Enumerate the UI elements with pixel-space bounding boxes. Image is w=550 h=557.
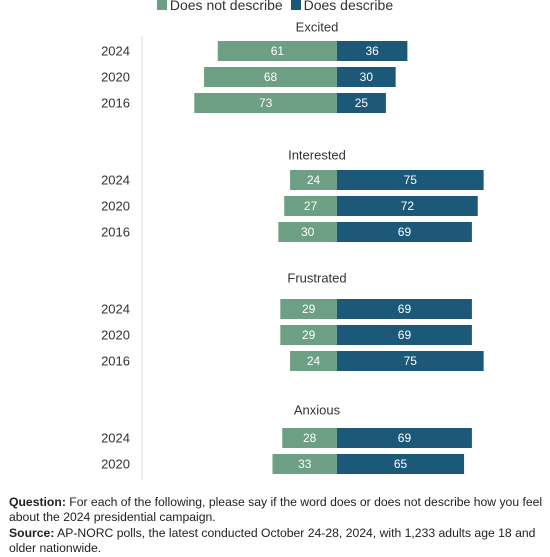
bar-does-describe-interested-2016 [337, 222, 472, 242]
value-label-not-describe-excited-2024: 61 [271, 44, 285, 58]
year-label-excited-2020: 2020 [101, 70, 130, 85]
bar-not-describe-anxious-2024 [282, 428, 337, 448]
value-label-does-describe-frustrated-2024: 69 [398, 302, 412, 316]
legend-swatch-does-not-describe [156, 0, 167, 10]
question-label: Question: [9, 495, 66, 509]
bar-not-describe-excited-2016 [194, 93, 337, 113]
source-note: Source: AP-NORC polls, the latest conduc… [9, 526, 545, 557]
year-label-frustrated-2016: 2016 [101, 354, 130, 369]
year-label-frustrated-2020: 2020 [101, 328, 130, 343]
bar-not-describe-interested-2016 [278, 222, 337, 242]
value-label-not-describe-frustrated-2016: 24 [307, 354, 321, 368]
legend-label-does-not-describe: Does not describe [169, 0, 283, 13]
value-label-not-describe-anxious-2024: 28 [303, 431, 317, 445]
legend-item-does-describe: Does describe [290, 0, 394, 14]
bar-not-describe-frustrated-2024 [280, 299, 337, 319]
value-label-not-describe-interested-2024: 24 [307, 173, 321, 187]
bar-not-describe-frustrated-2016 [290, 351, 337, 371]
diverging-bar-chart: Excited 2024 61 36 2020 68 30 2016 73 25 Intereste… [101, 20, 484, 480]
year-label-interested-2016: 2016 [101, 225, 130, 240]
value-label-not-describe-excited-2016: 73 [259, 96, 273, 110]
value-label-does-describe-interested-2020: 72 [401, 199, 415, 213]
group-title-anxious: Anxious [294, 403, 341, 418]
value-label-does-describe-excited-2016: 25 [355, 96, 369, 110]
value-label-not-describe-interested-2020: 27 [304, 199, 318, 213]
value-label-not-describe-excited-2020: 68 [264, 70, 278, 84]
value-label-not-describe-interested-2016: 30 [301, 225, 315, 239]
bar-does-describe-interested-2020 [337, 196, 478, 216]
value-label-does-describe-excited-2020: 30 [360, 70, 374, 84]
bar-not-describe-interested-2024 [290, 170, 337, 190]
bar-does-describe-anxious-2020 [337, 454, 465, 474]
bar-not-describe-interested-2020 [284, 196, 337, 216]
value-label-does-describe-frustrated-2016: 75 [404, 354, 418, 368]
legend-swatch-does-describe [290, 0, 301, 10]
bar-does-describe-excited-2020 [337, 67, 396, 87]
bar-does-describe-excited-2024 [337, 41, 408, 61]
bar-not-describe-excited-2024 [217, 41, 337, 61]
bar-does-describe-frustrated-2020 [337, 325, 472, 345]
year-label-frustrated-2024: 2024 [101, 302, 130, 317]
value-label-not-describe-anxious-2020: 33 [298, 457, 312, 471]
legend-item-does-not-describe: Does not describe [156, 0, 283, 14]
year-label-interested-2024: 2024 [101, 173, 130, 188]
source-label: Source: [9, 525, 55, 540]
value-label-does-describe-excited-2024: 36 [366, 44, 380, 58]
year-label-excited-2024: 2024 [101, 44, 130, 59]
bar-does-describe-frustrated-2016 [337, 351, 484, 371]
year-label-interested-2020: 2020 [101, 199, 130, 214]
group-title-frustrated: Frustrated [287, 271, 346, 286]
source-text: AP-NORC polls, the latest conducted Octo… [9, 525, 536, 556]
group-title-excited: Excited [296, 20, 339, 35]
bar-does-describe-interested-2024 [337, 170, 484, 190]
value-label-does-describe-anxious-2020: 65 [394, 457, 408, 471]
bar-does-describe-frustrated-2024 [337, 299, 472, 319]
value-label-does-describe-anxious-2024: 69 [398, 431, 412, 445]
bar-not-describe-anxious-2020 [272, 454, 337, 474]
value-label-does-describe-interested-2024: 75 [404, 173, 418, 187]
bar-not-describe-excited-2020 [204, 67, 337, 87]
question-note: Question: For each of the following, ple… [9, 495, 545, 526]
chart-footnote: Question: For each of the following, ple… [9, 495, 545, 557]
bar-not-describe-frustrated-2020 [280, 325, 337, 345]
question-text: For each of the following, please say if… [9, 495, 543, 525]
legend-label-does-describe: Does describe [303, 0, 394, 13]
value-label-not-describe-frustrated-2020: 29 [302, 328, 316, 342]
year-label-anxious-2020: 2020 [101, 457, 130, 472]
bar-does-describe-anxious-2024 [337, 428, 472, 448]
chart-legend: Does not describe Does describe [0, 0, 550, 14]
group-title-interested: Interested [288, 148, 346, 163]
value-label-not-describe-frustrated-2024: 29 [302, 302, 316, 316]
value-label-does-describe-frustrated-2020: 69 [398, 328, 412, 342]
year-label-anxious-2024: 2024 [101, 431, 130, 446]
year-label-excited-2016: 2016 [101, 96, 130, 111]
bar-does-describe-excited-2016 [337, 93, 386, 113]
value-label-does-describe-interested-2016: 69 [398, 225, 412, 239]
